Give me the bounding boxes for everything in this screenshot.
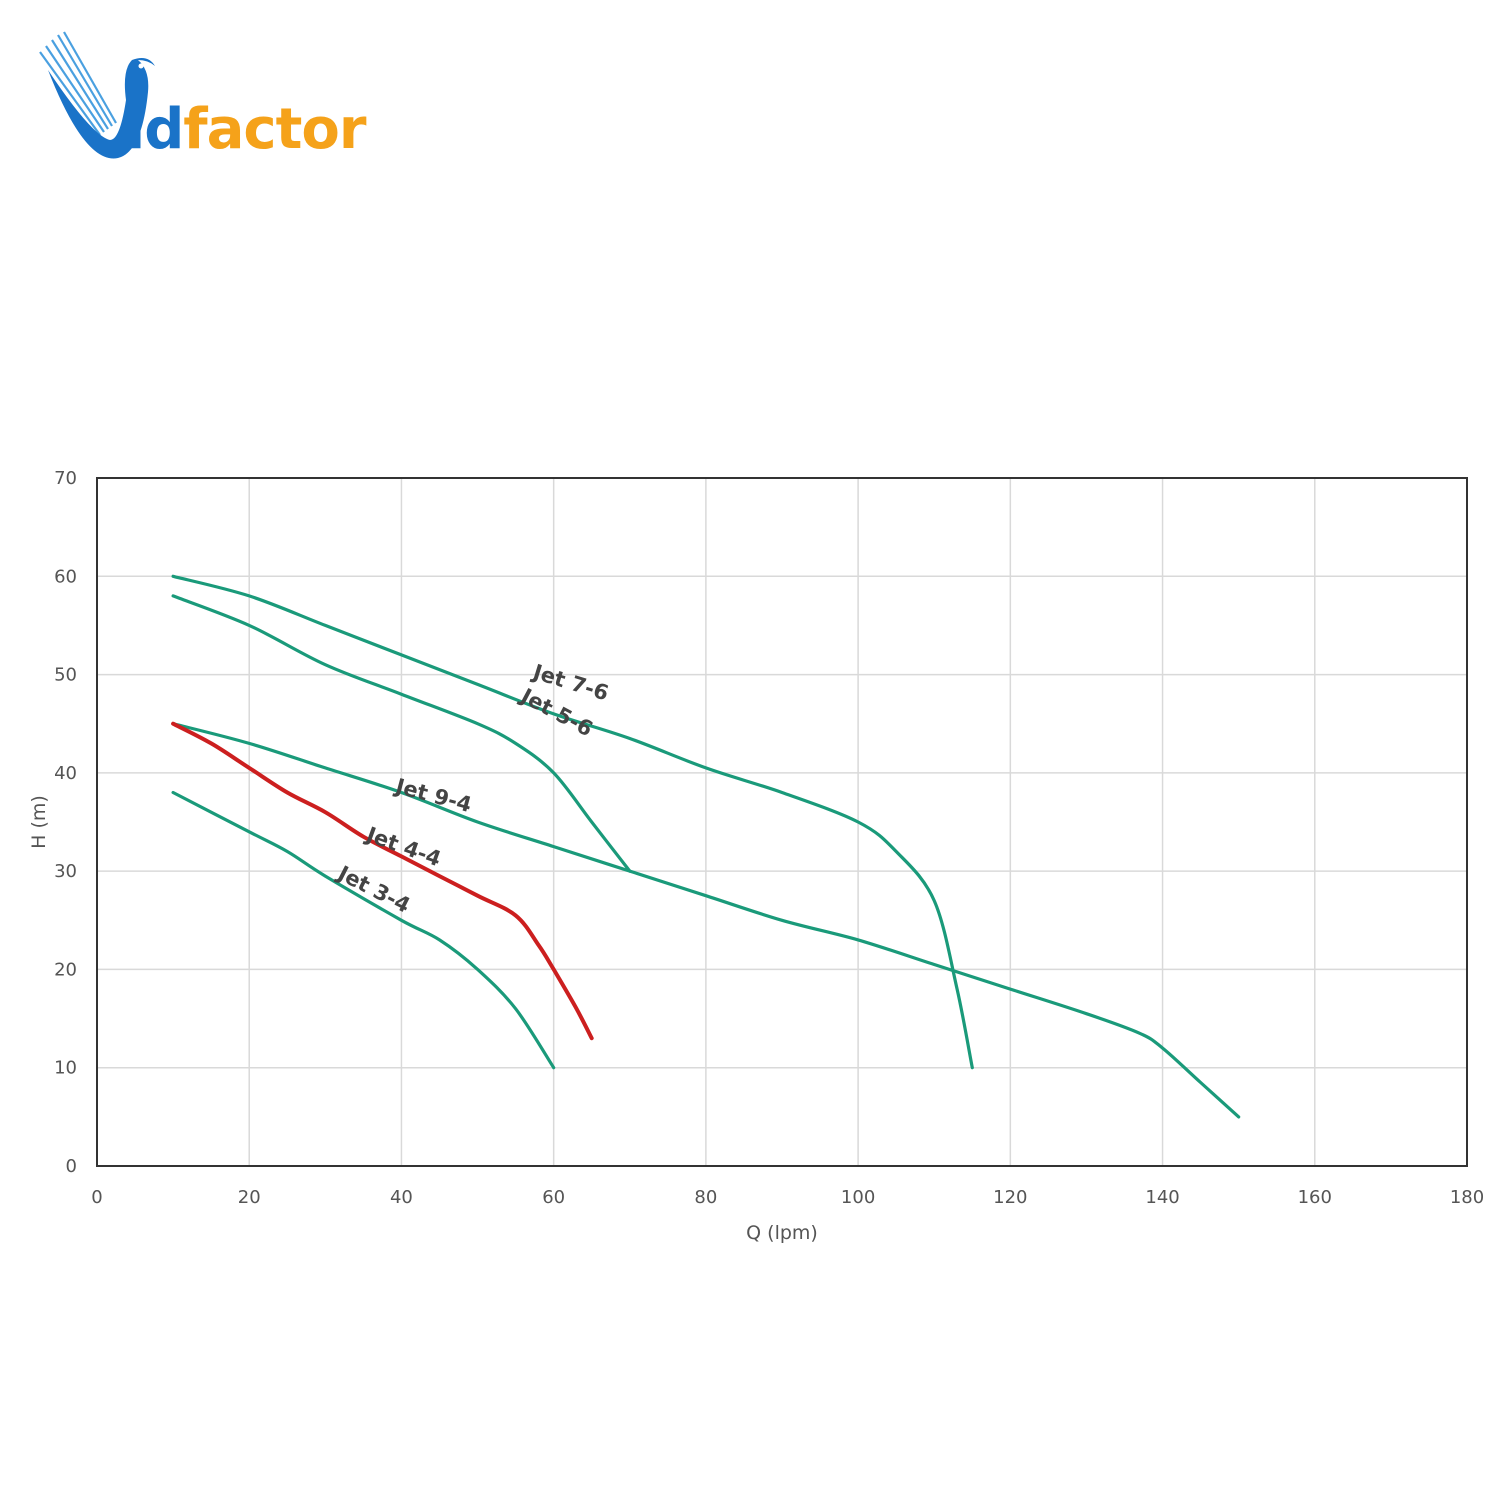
x-tick-label: 160 [1298,1187,1332,1208]
y-axis-label: H (m) [28,795,50,849]
logo-text-blue: id [126,97,184,162]
series-label-jet-9-4: Jet 9-4 [391,773,474,817]
x-tick-label: 0 [91,1187,102,1208]
x-tick-label: 20 [238,1187,261,1208]
logo-text-orange: factor [183,97,366,162]
y-tick-label: 40 [54,763,77,784]
x-tick-label: 40 [390,1187,413,1208]
y-tick-label: 60 [54,566,77,587]
series-line-jet-9-4 [171,722,1241,1119]
chart-grid [96,477,1468,1167]
x-tick-label: 100 [841,1187,875,1208]
plot-frame [96,477,1468,1167]
chart-series [171,574,1241,1119]
x-tick-label: 180 [1450,1187,1484,1208]
logo-bird-icon [39,31,155,159]
x-tick-label: 140 [1145,1187,1179,1208]
x-tick-label: 120 [993,1187,1027,1208]
y-tick-label: 50 [54,665,77,686]
y-tick-label: 0 [66,1156,77,1177]
vidfactor-logo [30,30,390,170]
x-tick-label: 80 [694,1187,717,1208]
series-line-jet-7-6 [171,574,974,1070]
x-tick-label: 60 [542,1187,565,1208]
series-line-jet-5-6 [171,594,632,873]
series-line-jet-4-4 [171,721,594,1041]
series-label-jet-4-4: Jet 4-4 [362,822,445,872]
y-tick-label: 70 [54,468,77,489]
y-tick-label: 30 [54,861,77,882]
x-axis-label: Q (lpm) [746,1222,818,1244]
logo-wordmark: idfactor [126,102,367,158]
series-line-jet-3-4 [171,790,556,1070]
y-tick-label: 20 [54,959,77,980]
chart-ticks: 0 20 40 60 80 100 120 140 160 180 0 10 20 30 40 50 60 70 [54,468,1484,1208]
y-tick-label: 10 [54,1058,77,1079]
